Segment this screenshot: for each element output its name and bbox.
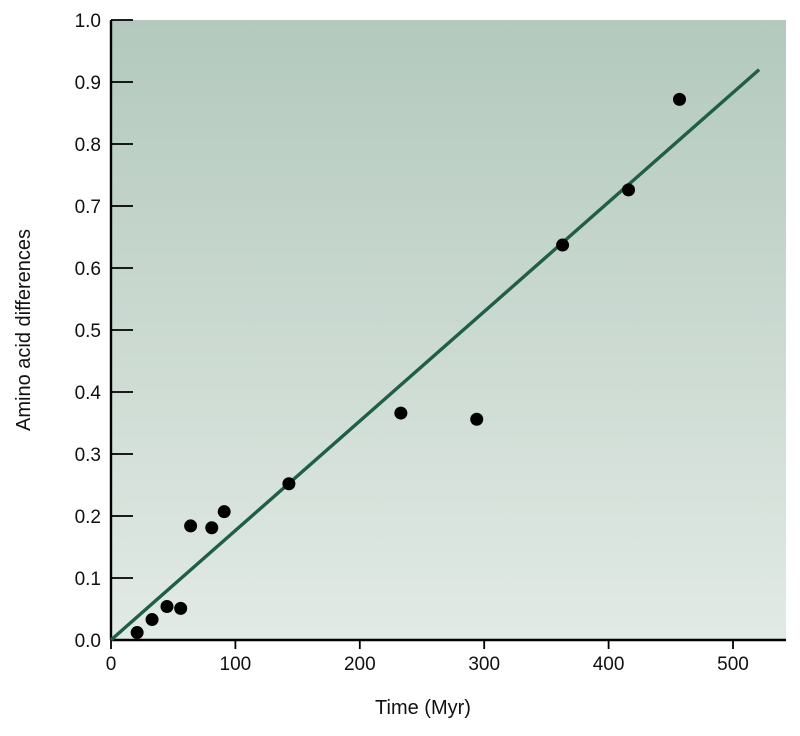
y-tick-label: 0.7 <box>75 197 101 218</box>
y-tick-label: 0.6 <box>75 259 101 280</box>
data-point <box>160 600 174 614</box>
data-points <box>130 92 687 640</box>
y-tick-label: 0.5 <box>75 321 101 342</box>
data-point <box>394 406 408 420</box>
data-point <box>184 519 198 533</box>
data-point <box>217 505 231 519</box>
axes <box>109 19 786 649</box>
y-tick-label: 0.9 <box>75 73 101 94</box>
data-point <box>205 521 219 535</box>
data-point <box>622 183 636 197</box>
y-tick-label: 0.4 <box>75 383 102 404</box>
y-tick-label: 0.8 <box>75 135 101 156</box>
data-point <box>130 626 144 640</box>
data-point <box>556 238 570 252</box>
x-tick-label: 400 <box>593 654 625 675</box>
y-tick-label: 0.3 <box>75 445 101 466</box>
data-point <box>145 613 159 627</box>
x-tick-label: 100 <box>220 654 252 675</box>
y-axis-title: Amino acid differences <box>13 229 35 431</box>
y-tick-label: 0.0 <box>75 631 101 652</box>
tick-labels: 0.0 0.1 0.2 0.3 0.4 0.5 0.6 0.7 0.8 0.9 1.0 0 100 200… <box>75 11 749 675</box>
x-axis-title: Time (Myr) <box>375 697 471 719</box>
y-tick-label: 1.0 <box>75 11 101 32</box>
y-tick-label: 0.2 <box>75 507 101 528</box>
fit-line-group <box>109 68 761 642</box>
data-point <box>282 477 296 491</box>
x-tick-label: 300 <box>468 654 500 675</box>
data-point <box>470 412 484 426</box>
x-tick-label: 0 <box>106 654 117 675</box>
plot-area <box>111 20 786 640</box>
x-tick-label: 500 <box>717 654 749 675</box>
x-tick-label: 200 <box>344 654 376 675</box>
data-point <box>673 92 687 106</box>
regression-line <box>109 68 761 642</box>
y-tick-label: 0.1 <box>75 569 101 590</box>
data-point <box>174 601 188 615</box>
